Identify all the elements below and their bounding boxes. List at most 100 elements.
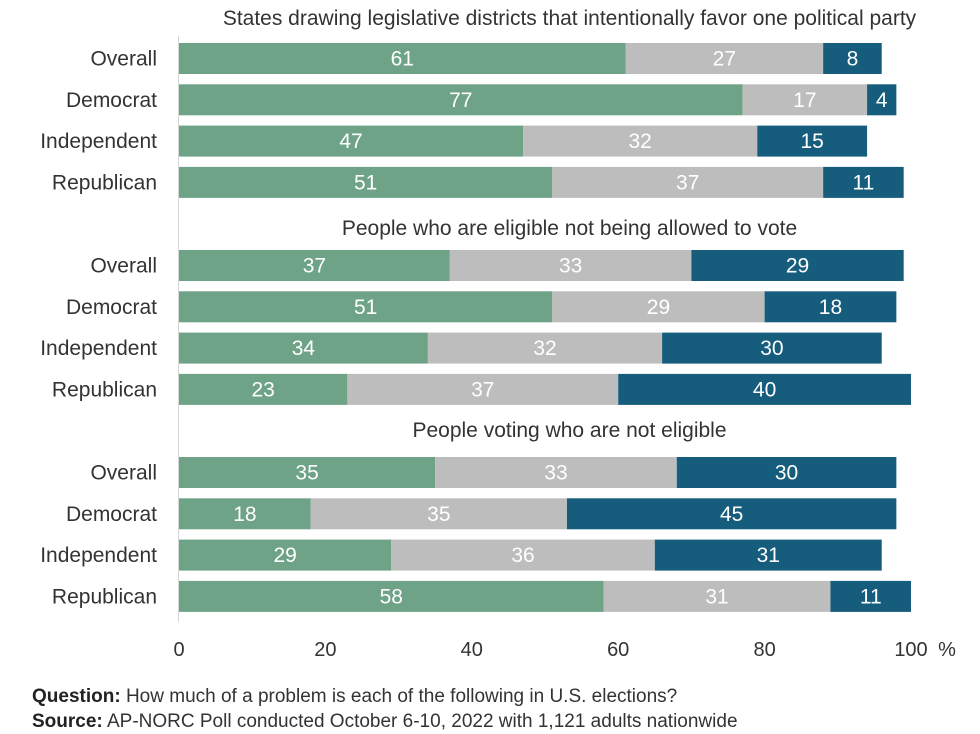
data-label: 27 xyxy=(713,48,736,71)
source-label: Source: xyxy=(32,711,103,732)
category-label: Democrat xyxy=(66,296,157,319)
bar-segment xyxy=(179,43,626,74)
bar-segment xyxy=(823,166,904,198)
bar-segment xyxy=(310,498,567,530)
bar-segment xyxy=(427,332,663,364)
bar-segment xyxy=(823,43,882,74)
category-label: Republican xyxy=(52,171,157,194)
bar-segment xyxy=(566,498,897,530)
bar-segment xyxy=(179,539,392,571)
category-label: Independent xyxy=(40,337,157,360)
data-label: 30 xyxy=(760,337,783,360)
group-title: People voting who are not eligible xyxy=(412,419,726,442)
question-label: Question: xyxy=(32,686,121,707)
category-label: Overall xyxy=(90,48,157,71)
bar-segment xyxy=(867,84,897,116)
data-label: 33 xyxy=(559,255,582,278)
data-label: 11 xyxy=(853,171,875,194)
bar-segment xyxy=(179,166,553,198)
data-label: 23 xyxy=(252,378,275,401)
data-label: 77 xyxy=(449,89,472,112)
data-label: 30 xyxy=(775,462,798,485)
x-tick-label: 40 xyxy=(461,639,483,661)
source-note: Source: AP-NORC Poll conducted October 6… xyxy=(32,709,972,734)
x-unit-label: % xyxy=(938,639,956,661)
source-text: AP-NORC Poll conducted October 6-10, 202… xyxy=(106,711,738,732)
x-tick-label: 80 xyxy=(753,639,775,661)
data-label: 8 xyxy=(847,48,859,71)
x-tick-label: 100 xyxy=(894,639,927,661)
data-label: 51 xyxy=(354,171,377,194)
data-label: 47 xyxy=(339,130,362,153)
data-label: 29 xyxy=(647,296,670,319)
bar-segment xyxy=(552,291,765,323)
category-label: Overall xyxy=(90,255,157,278)
data-label: 32 xyxy=(628,130,651,153)
bar-segment xyxy=(435,457,677,488)
category-label: Democrat xyxy=(66,89,157,112)
category-label: Democrat xyxy=(66,503,157,526)
category-label: Independent xyxy=(40,544,157,567)
bar-segment xyxy=(618,373,911,405)
data-label: 17 xyxy=(793,89,816,112)
bar-segment xyxy=(391,539,655,571)
bar-segment xyxy=(830,580,911,612)
bar-segment xyxy=(757,125,868,157)
data-label: 18 xyxy=(819,296,842,319)
question-text: How much of a problem is each of the fol… xyxy=(125,686,678,707)
data-label: 15 xyxy=(801,130,824,153)
bar-segment xyxy=(691,250,904,281)
bar-segment xyxy=(179,498,311,530)
bar-segment xyxy=(179,84,743,116)
x-tick-label: 60 xyxy=(607,639,629,661)
bar-segment xyxy=(179,332,428,364)
bar-segment xyxy=(347,373,619,405)
data-label: 61 xyxy=(391,48,414,71)
data-label: 36 xyxy=(511,544,534,567)
category-label: Independent xyxy=(40,130,157,153)
bar-segment xyxy=(179,125,524,157)
data-label: 45 xyxy=(720,503,743,526)
data-label: 58 xyxy=(380,585,403,608)
x-tick-label: 0 xyxy=(173,639,184,661)
data-label: 34 xyxy=(292,337,316,360)
chart-footer: Question: How much of a problem is each … xyxy=(32,684,972,734)
bar-segment xyxy=(179,580,604,612)
data-label: 29 xyxy=(273,544,296,567)
data-label: 32 xyxy=(533,337,556,360)
bar-segment xyxy=(523,125,758,157)
data-label: 33 xyxy=(544,462,567,485)
bar-segment xyxy=(676,457,897,488)
bar-segment xyxy=(764,291,897,323)
bar-segment xyxy=(179,250,450,281)
bar-segment xyxy=(179,457,436,488)
group-title: People who are eligible not being allowe… xyxy=(342,217,797,240)
bar-segment xyxy=(603,580,831,612)
data-label: 37 xyxy=(676,171,699,194)
data-label: 35 xyxy=(427,503,450,526)
question-note: Question: How much of a problem is each … xyxy=(32,684,972,709)
data-label: 31 xyxy=(705,585,728,608)
data-label: 4 xyxy=(876,89,888,112)
data-label: 40 xyxy=(753,378,776,401)
data-label: 31 xyxy=(757,544,780,567)
data-label: 37 xyxy=(303,255,326,278)
bar-segment xyxy=(179,291,553,323)
group-title: States drawing legislative districts tha… xyxy=(223,7,917,30)
bar-segment xyxy=(662,332,882,364)
bar-segment xyxy=(449,250,692,281)
bar-segment xyxy=(654,539,882,571)
data-label: 11 xyxy=(860,585,882,608)
bar-segment xyxy=(742,84,868,116)
x-tick-label: 20 xyxy=(314,639,336,661)
category-label: Republican xyxy=(52,378,157,401)
category-label: Overall xyxy=(90,462,157,485)
data-label: 37 xyxy=(471,378,494,401)
data-label: 51 xyxy=(354,296,377,319)
bar-segment xyxy=(625,43,824,74)
bar-segment xyxy=(179,373,348,405)
category-label: Republican xyxy=(52,585,157,608)
bar-segment xyxy=(552,166,824,198)
data-label: 18 xyxy=(233,503,256,526)
